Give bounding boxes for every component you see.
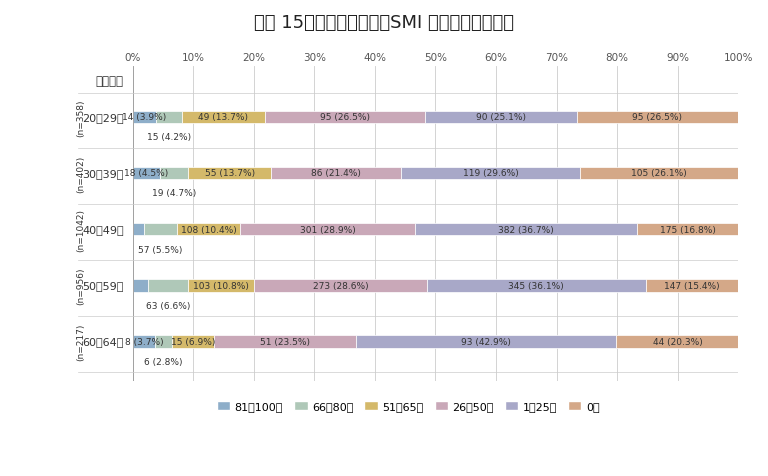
Bar [155, 335, 172, 348]
Bar [160, 167, 188, 180]
Text: (n=358): (n=358) [77, 99, 86, 136]
Text: 55 (13.7%): 55 (13.7%) [205, 169, 255, 178]
Text: 63 (6.6%): 63 (6.6%) [146, 301, 190, 310]
Text: 382 (36.7%): 382 (36.7%) [498, 225, 554, 234]
Text: 【女性】: 【女性】 [96, 75, 124, 88]
Bar [133, 111, 157, 124]
Text: 108 (10.4%): 108 (10.4%) [180, 225, 237, 234]
Text: 57 (5.5%): 57 (5.5%) [138, 245, 183, 254]
Bar [427, 279, 646, 292]
Text: (n=217): (n=217) [77, 323, 86, 360]
Bar [148, 279, 188, 292]
Text: 8 (3.7%): 8 (3.7%) [124, 337, 164, 346]
Bar [578, 111, 737, 124]
Text: 103 (10.8%): 103 (10.8%) [194, 281, 249, 290]
Text: 345 (36.1%): 345 (36.1%) [508, 281, 564, 290]
Bar [182, 111, 265, 124]
Bar [214, 335, 356, 348]
Bar [177, 223, 240, 236]
Text: 105 (26.1%): 105 (26.1%) [631, 169, 687, 178]
Text: (n=402): (n=402) [77, 155, 86, 192]
Text: 95 (26.5%): 95 (26.5%) [632, 113, 683, 122]
Text: 60〜64歳: 60〜64歳 [82, 337, 124, 347]
Bar [616, 335, 739, 348]
Text: (n=956): (n=956) [77, 267, 86, 304]
Bar [157, 111, 182, 124]
Text: 273 (28.6%): 273 (28.6%) [313, 281, 368, 290]
Text: 50〜59歳: 50〜59歳 [82, 281, 124, 291]
Bar [415, 223, 637, 236]
Text: 51 (23.5%): 51 (23.5%) [260, 337, 310, 346]
Bar [133, 223, 144, 236]
Bar [637, 223, 739, 236]
Text: 15 (4.2%): 15 (4.2%) [147, 133, 191, 142]
Text: 301 (28.9%): 301 (28.9%) [300, 225, 356, 234]
Text: 175 (16.8%): 175 (16.8%) [660, 225, 716, 234]
Text: 30〜39歳: 30〜39歳 [82, 169, 124, 178]
Bar [580, 167, 738, 180]
Bar [188, 167, 271, 180]
Bar [271, 167, 401, 180]
Text: 18 (4.5%): 18 (4.5%) [124, 169, 168, 178]
Text: 86 (21.4%): 86 (21.4%) [311, 169, 361, 178]
Bar [240, 223, 415, 236]
Text: 図表 15　女性の年代別　SMI スコア：単数回答: 図表 15 女性の年代別 SMI スコア：単数回答 [254, 14, 514, 32]
Text: 15 (6.9%): 15 (6.9%) [170, 337, 215, 346]
Bar [265, 111, 425, 124]
Text: 119 (29.6%): 119 (29.6%) [462, 169, 518, 178]
Text: 49 (13.7%): 49 (13.7%) [198, 113, 248, 122]
Bar [356, 335, 616, 348]
Bar [253, 279, 427, 292]
Legend: 81〜100点, 66〜80点, 51〜65点, 26〜50点, 1〜25点, 0点: 81〜100点, 66〜80点, 51〜65点, 26〜50点, 1〜25点, … [213, 397, 604, 416]
Text: 95 (26.5%): 95 (26.5%) [320, 113, 370, 122]
Text: 147 (15.4%): 147 (15.4%) [664, 281, 720, 290]
Text: 40〜49歳: 40〜49歳 [82, 225, 124, 235]
Bar [188, 279, 253, 292]
Text: (n=1042): (n=1042) [77, 208, 86, 251]
Text: 19 (4.7%): 19 (4.7%) [152, 189, 197, 198]
Text: 6 (2.8%): 6 (2.8%) [144, 357, 183, 366]
Text: 20〜29歳: 20〜29歳 [82, 113, 124, 123]
Bar [172, 335, 214, 348]
Text: 44 (20.3%): 44 (20.3%) [653, 337, 702, 346]
Text: 90 (25.1%): 90 (25.1%) [476, 113, 526, 122]
Bar [425, 111, 578, 124]
Text: 93 (42.9%): 93 (42.9%) [461, 337, 511, 346]
Text: 14 (3.9%): 14 (3.9%) [122, 113, 167, 122]
Bar [401, 167, 580, 180]
Bar [133, 279, 148, 292]
Bar [133, 167, 160, 180]
Bar [133, 335, 155, 348]
Bar [646, 279, 739, 292]
Bar [144, 223, 177, 236]
